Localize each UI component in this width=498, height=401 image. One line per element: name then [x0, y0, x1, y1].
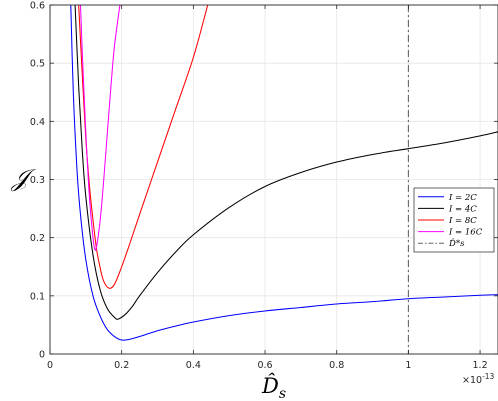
axes-frame: [49, 4, 498, 355]
y-tick-label-2: 0.2: [30, 233, 45, 244]
series-group: [70, 5, 498, 354]
legend-label-3: I = 16C: [448, 228, 483, 238]
legend-label-0: I = 2C: [448, 193, 477, 203]
tick-labels: 0 0.2 0.4 0.6 0.8 1 1.2 0 0.1 0.2 0.3 0.4 0.5 0.6: [30, 1, 488, 372]
x-tick-label-3: 0.6: [257, 360, 272, 371]
y-tick-label-1: 0.1: [30, 291, 45, 302]
x-tick-label-4: 0.8: [329, 360, 344, 371]
x-axis-label: D̂s: [261, 374, 286, 401]
x-tick-label-0: 0: [47, 360, 53, 371]
y-tick-label-0: 0: [39, 350, 45, 361]
x-exponent: ×10-13: [462, 372, 495, 386]
y-tick-label-4: 0.4: [30, 117, 45, 128]
x-tick-label-1: 0.2: [114, 360, 129, 371]
series-line-0: [70, 5, 498, 341]
y-tick-label-3: 0.3: [30, 175, 45, 186]
y-tick-label-5: 0.5: [30, 59, 45, 70]
x-tick-label-6: 1.2: [473, 360, 488, 371]
legend-label-2: I = 8C: [448, 216, 477, 226]
series-line-3: [79, 5, 121, 251]
legend-label-4: D̂*s: [448, 238, 465, 250]
x-tick-label-5: 1: [405, 360, 411, 371]
x-tick-label-2: 0.4: [186, 360, 201, 371]
y-tick-label-6: 0.6: [30, 1, 45, 12]
series-line-1: [74, 5, 498, 320]
legend-label-1: I = 4C: [448, 204, 477, 214]
